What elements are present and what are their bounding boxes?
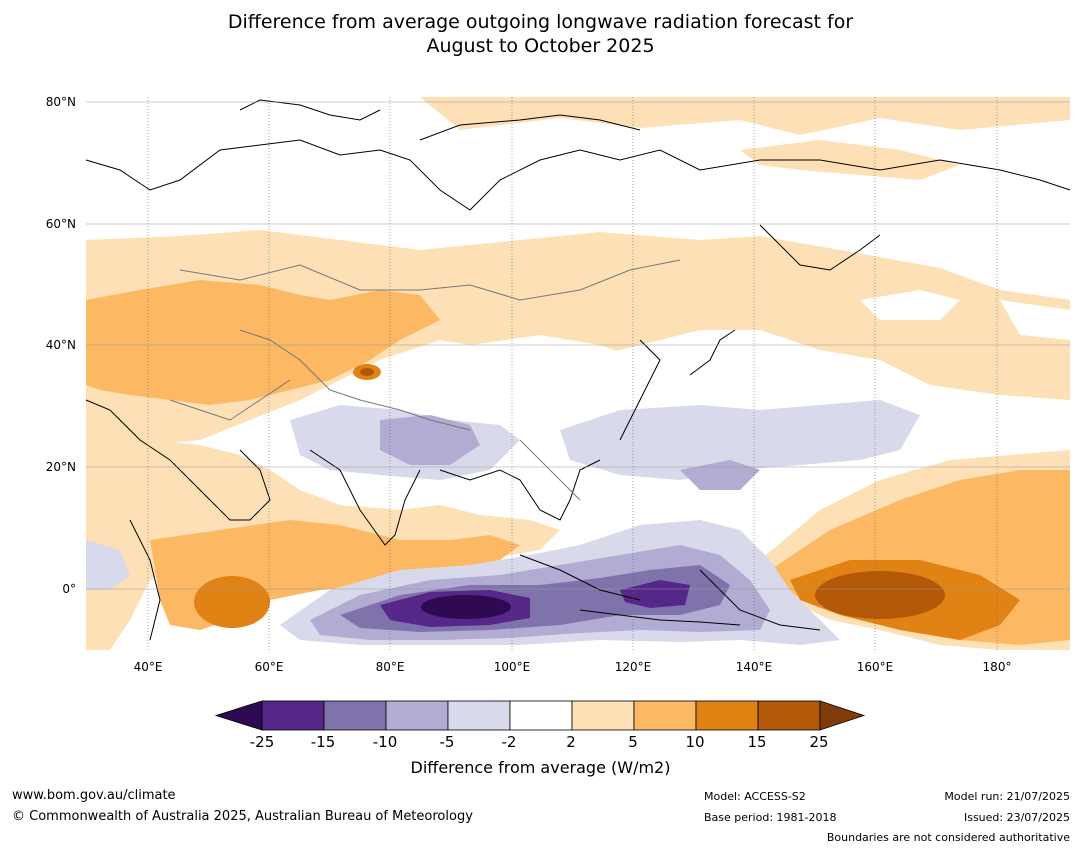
lon-label: 40°E <box>133 660 163 674</box>
colorbar-tick-label: 15 <box>747 733 767 751</box>
lon-label: 80°E <box>375 660 405 674</box>
colorbar-title: Difference from average (W/m2) <box>410 758 671 777</box>
coastlines <box>85 99 1071 641</box>
colorbar-segment <box>261 700 325 731</box>
graticule <box>147 97 998 650</box>
colorbar-segment <box>509 700 573 731</box>
lon-label: 140°E <box>735 660 773 674</box>
lon-label: 180° <box>982 660 1012 674</box>
issued-text: Issued: 23/07/2025 <box>963 811 1070 824</box>
colorbar <box>214 700 866 731</box>
lon-label: 100°E <box>493 660 531 674</box>
title-line-2: August to October 2025 <box>426 35 655 57</box>
colorbar-segment <box>571 700 635 731</box>
colorbar-segment <box>385 700 449 731</box>
anomaly-region-north <box>420 97 1070 135</box>
colorbar-tick-label: -25 <box>249 733 275 751</box>
title-line-1: Difference from average outgoing longwav… <box>227 11 854 33</box>
colorbar-segment <box>695 700 759 731</box>
colorbar-extend-low <box>214 700 263 731</box>
model-text: Model: ACCESS-S2 <box>704 790 806 803</box>
country-borders <box>169 259 681 501</box>
colorbar-tick-label: 2 <box>566 733 576 751</box>
anomaly-region-central-asia <box>86 280 440 405</box>
map-title: Difference from average outgoing longwav… <box>0 10 1081 58</box>
colorbar-tick-label: 5 <box>628 733 638 751</box>
colorbar-segment <box>447 700 511 731</box>
colorbar-tick-label: 10 <box>685 733 705 751</box>
lat-label: 0° <box>62 582 76 596</box>
colorbar-extend-high <box>819 700 866 731</box>
colorbar-tick-label: -10 <box>372 733 398 751</box>
colorbar-segment <box>633 700 697 731</box>
lat-label: 60°N <box>45 217 76 231</box>
colorbar-tick-label: -5 <box>439 733 455 751</box>
lat-label: 20°N <box>45 460 76 474</box>
anomaly-region-equatorial-africa <box>194 576 270 628</box>
lon-label: 120°E <box>614 660 652 674</box>
colorbar-tick-label: 25 <box>809 733 829 751</box>
colorbar-segment <box>323 700 387 731</box>
lon-label: 160°E <box>856 660 894 674</box>
colorbar-tick-label: -15 <box>310 733 336 751</box>
disclaimer-text: Boundaries are not considered authoritat… <box>826 831 1070 844</box>
colorbar-segment <box>757 700 821 731</box>
lat-label: 80°N <box>45 95 76 109</box>
copyright-text: © Commonwealth of Australia 2025, Austra… <box>12 809 473 824</box>
model-run-text: Model run: 21/07/2025 <box>944 790 1070 803</box>
map-area <box>85 97 1071 650</box>
lat-label: 40°N <box>45 338 76 352</box>
lon-label: 60°E <box>254 660 284 674</box>
base-period-text: Base period: 1981-2018 <box>704 811 837 824</box>
website-link[interactable]: www.bom.gov.au/climate <box>12 788 176 803</box>
colorbar-tick-label: -2 <box>501 733 517 751</box>
